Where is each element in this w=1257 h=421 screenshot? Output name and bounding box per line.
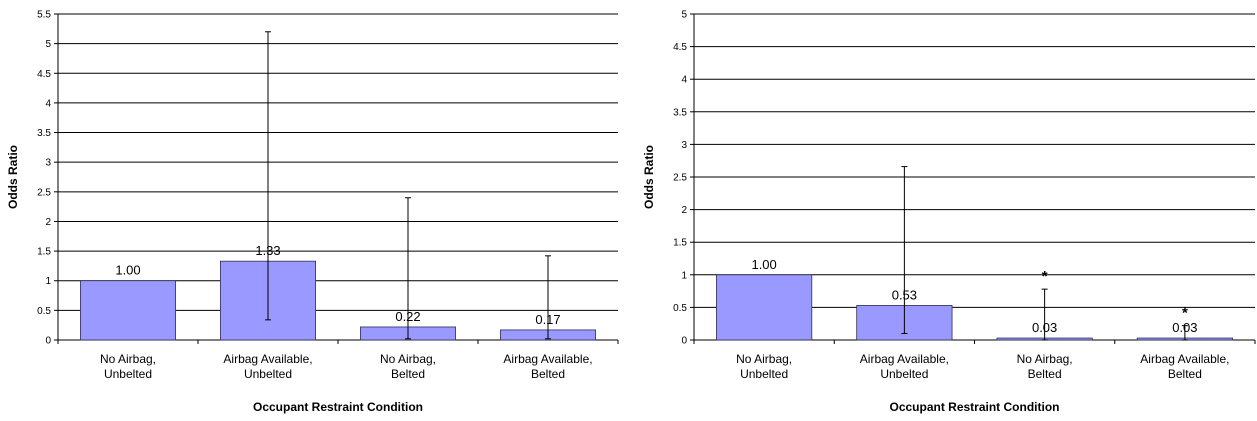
y-tick-label: 4.5 <box>673 42 687 53</box>
data-label: 0.03 <box>1172 320 1197 335</box>
y-tick-label: 2 <box>45 217 51 228</box>
data-label: 0.22 <box>395 309 420 324</box>
y-tick-label: 2 <box>681 205 687 216</box>
x-axis-title: Occupant Restraint Condition <box>253 400 423 414</box>
x-tick-label: Airbag Available, <box>860 352 949 366</box>
y-tick-label: 3.5 <box>37 128 51 139</box>
data-label: 0.53 <box>892 287 917 302</box>
x-tick-label: Unbelted <box>880 367 928 381</box>
x-tick-label: Unbelted <box>740 367 788 381</box>
y-tick-label: 0.5 <box>673 303 687 314</box>
y-tick-label: 5 <box>45 39 51 50</box>
data-label: 0.03 <box>1032 320 1057 335</box>
data-label: 1.00 <box>115 263 140 278</box>
y-tick-label: 4 <box>681 75 687 86</box>
x-tick-label: Airbag Available, <box>503 352 592 366</box>
x-tick-label: Unbelted <box>104 367 152 381</box>
y-tick-label: 1 <box>681 270 687 281</box>
x-tick-label: Belted <box>391 367 425 381</box>
data-label: 1.33 <box>255 243 280 258</box>
x-tick-label: No Airbag, <box>100 352 156 366</box>
x-tick-label: Airbag Available, <box>1140 352 1229 366</box>
y-tick-label: 5 <box>681 10 687 21</box>
y-tick-label: 3 <box>681 140 687 151</box>
y-tick-label: 0.5 <box>37 306 51 317</box>
y-tick-label: 1.5 <box>37 247 51 258</box>
significance-marker: * <box>1182 305 1188 322</box>
y-tick-label: 4.5 <box>37 69 51 80</box>
x-tick-label: No Airbag, <box>736 352 792 366</box>
y-axis-title: Odds Ratio <box>6 145 20 209</box>
y-tick-label: 1 <box>45 276 51 287</box>
x-tick-label: Belted <box>1168 367 1202 381</box>
x-tick-label: Airbag Available, <box>223 352 312 366</box>
y-tick-label: 0 <box>681 336 687 347</box>
y-tick-label: 3.5 <box>673 107 687 118</box>
y-tick-label: 2.5 <box>37 187 51 198</box>
x-axis-title: Occupant Restraint Condition <box>889 400 1059 414</box>
bar <box>716 274 813 341</box>
y-tick-label: 1.5 <box>673 238 687 249</box>
significance-marker: * <box>1042 268 1048 285</box>
x-tick-label: Belted <box>531 367 565 381</box>
x-tick-label: Unbelted <box>244 367 292 381</box>
y-tick-label: 5.5 <box>37 10 51 21</box>
x-tick-label: Belted <box>1028 367 1062 381</box>
y-axis-title: Odds Ratio <box>642 145 656 209</box>
y-tick-label: 2.5 <box>673 173 687 184</box>
x-tick-label: No Airbag, <box>1017 352 1073 366</box>
data-label: 0.17 <box>535 312 560 327</box>
data-label: 1.00 <box>751 257 776 272</box>
y-tick-label: 4 <box>45 98 51 109</box>
odds-ratio-chart-right: 0 0.5 1 1.5 2 2.5 3 3.5 4 4.5 5 1.00 No Airbag, Unbel… <box>637 0 1257 421</box>
y-tick-label: 3 <box>45 158 51 169</box>
x-tick-label: No Airbag, <box>380 352 436 366</box>
odds-ratio-chart-left: 0 0.5 1 1.5 2 2.5 3 3.5 4 4.5 5 5.5 1.00 No Airbag, Un… <box>0 0 620 421</box>
bar <box>80 280 176 341</box>
y-tick-label: 0 <box>45 336 51 347</box>
